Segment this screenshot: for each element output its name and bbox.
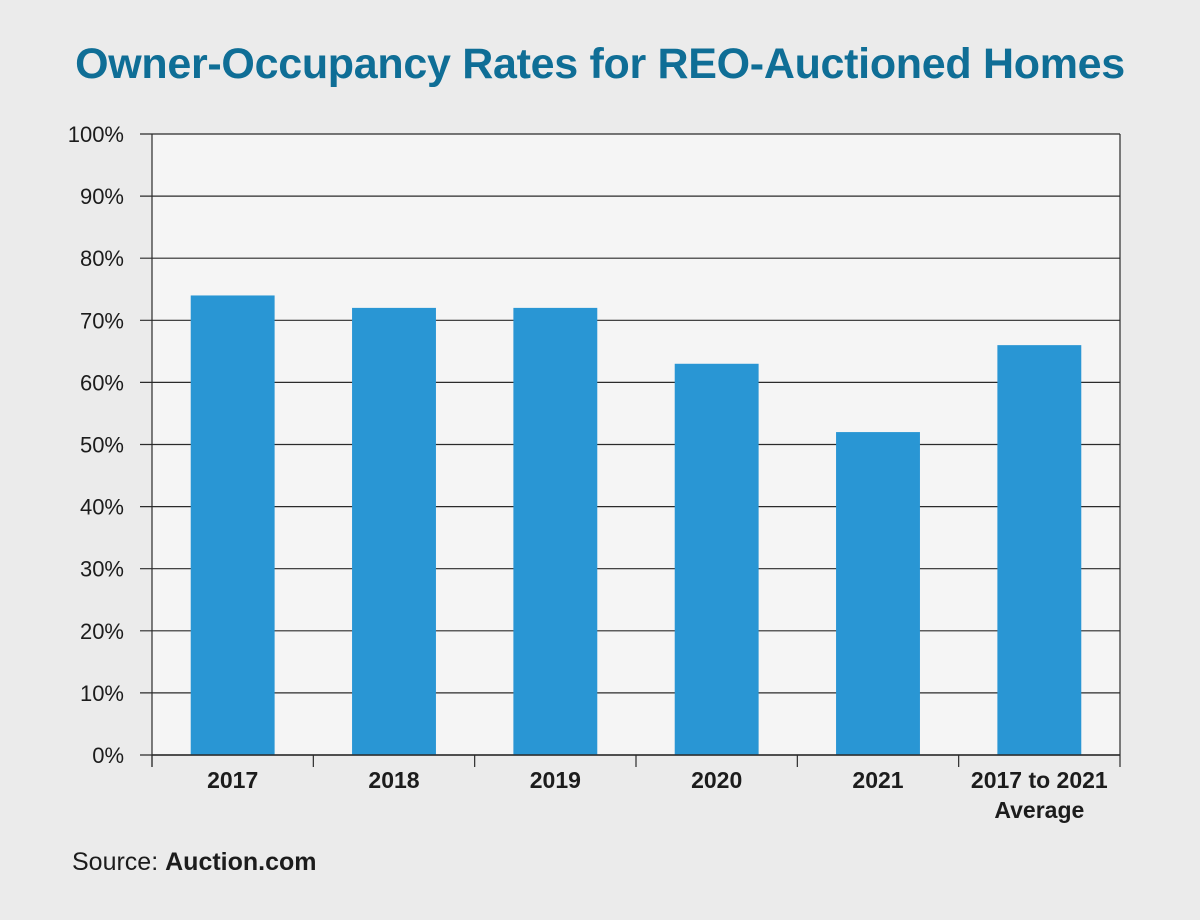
bar [836, 432, 920, 755]
x-axis-tick-labels: 2017 2018 2019 2020 2021 2017 to 2021 Average [207, 767, 1108, 823]
y-tick-label: 90% [80, 184, 124, 209]
y-tick-label: 70% [80, 308, 124, 333]
x-axis [151, 754, 1121, 767]
gridlines [140, 133, 1121, 767]
source-note: Source: Auction.com [72, 848, 317, 877]
bar [674, 363, 759, 755]
y-tick-label: 30% [80, 557, 124, 582]
source-value: Auction.com [165, 848, 317, 876]
y-tick-label: 40% [80, 495, 124, 520]
bar [513, 307, 598, 755]
x-tick-label: 2018 [368, 767, 419, 793]
source-label: Source: [72, 848, 159, 876]
y-tick-label: 20% [80, 619, 124, 644]
x-tick-label: 2017 [207, 767, 258, 793]
x-tick-label: Average [994, 797, 1084, 823]
x-tick-label: 2017 to 2021 [971, 767, 1108, 793]
y-tick-label: 50% [80, 433, 124, 458]
bar [997, 345, 1082, 755]
y-tick-label: 0% [92, 743, 124, 768]
y-tick-label: 10% [80, 681, 124, 706]
bar [352, 307, 436, 755]
y-tick-label: 60% [80, 370, 124, 395]
y-axis-tick-labels: 0% 10% 20% 30% 40% 50% 60% 70% 80% 90% 100% [68, 122, 124, 768]
x-tick-label: 2020 [691, 767, 742, 793]
x-tick-label: 2021 [852, 767, 903, 793]
chart-title: Owner-Occupancy Rates for REO-Auctioned … [75, 40, 1125, 88]
bars [190, 295, 1082, 755]
y-tick-label: 100% [68, 122, 124, 147]
bar [190, 295, 275, 755]
y-tick-label: 80% [80, 246, 124, 271]
x-tick-label: 2019 [530, 767, 581, 793]
